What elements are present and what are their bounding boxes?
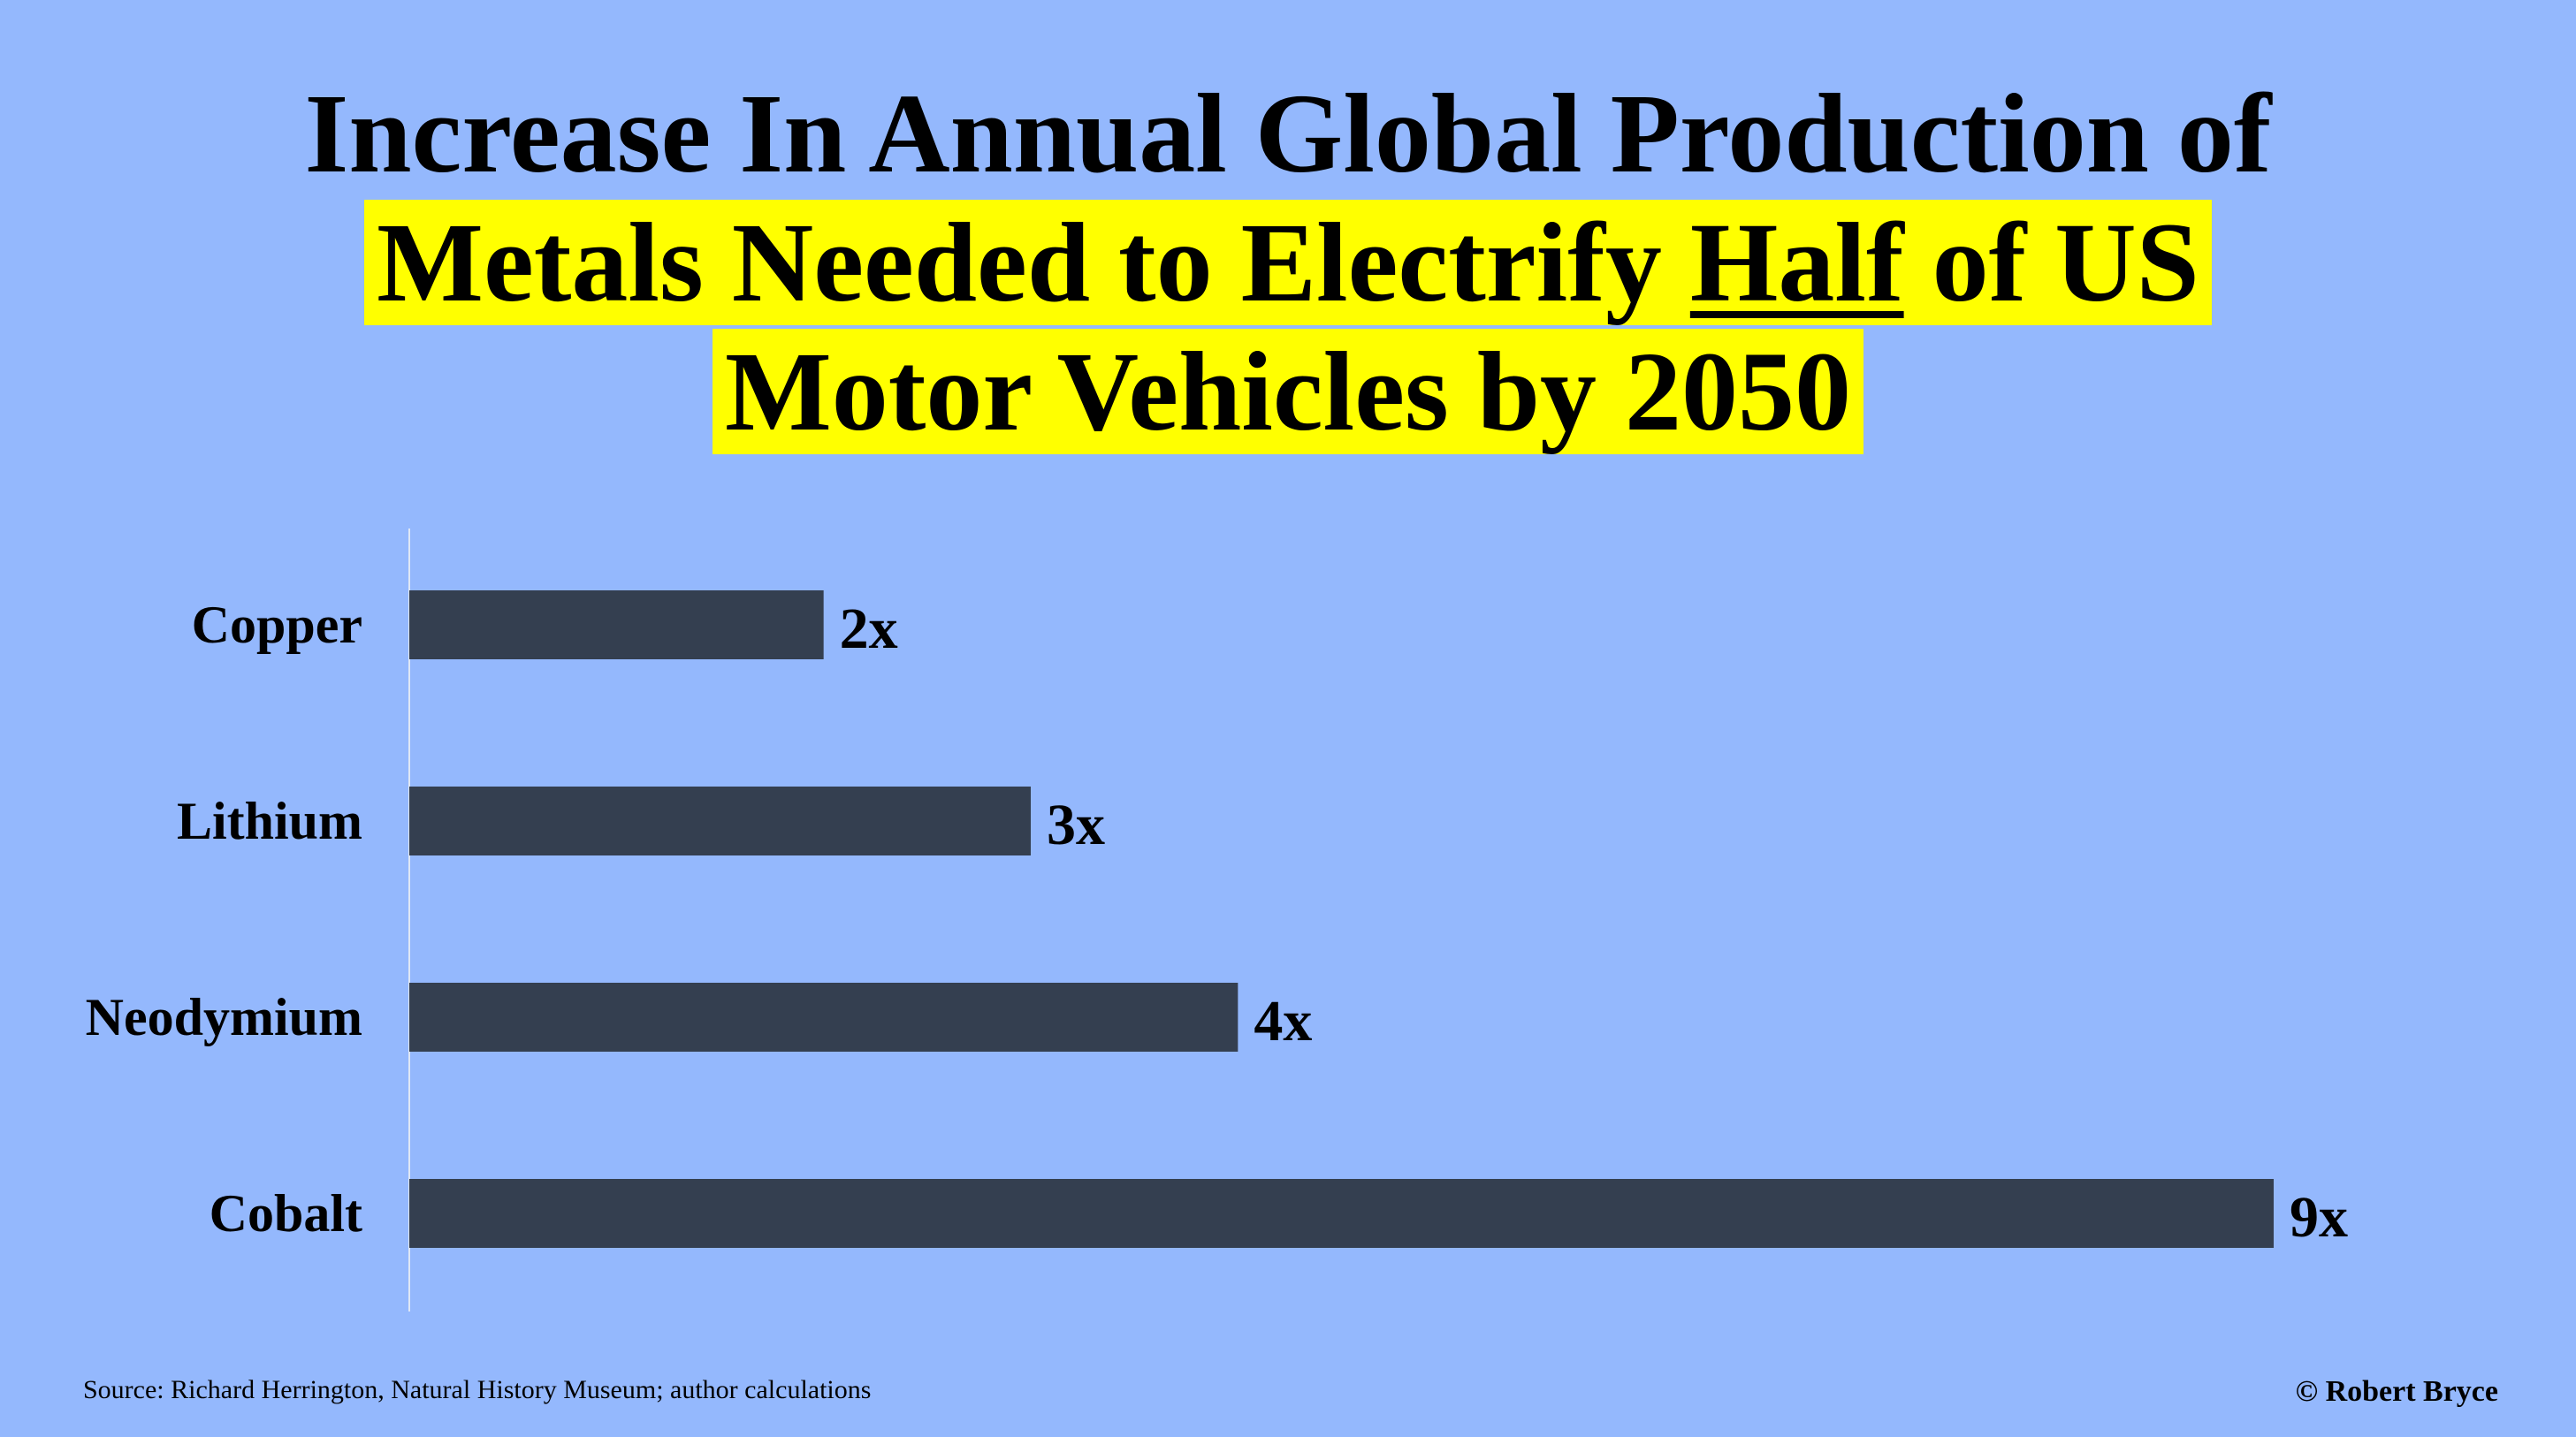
value-label-copper: 2x [840,597,898,661]
title-underlined-word: Half [1689,200,1904,325]
chart-title: Increase In Annual Global Production of … [0,69,2576,456]
bar-copper [409,590,824,659]
bar-lithium [409,787,1031,855]
title-line-2-start: Metals Needed to Electrify [377,200,1690,325]
category-label-copper: Copper [192,596,362,654]
bar-cobalt [409,1179,2274,1248]
value-label-lithium: 3x [1047,793,1105,857]
bar-neodymium [409,983,1238,1052]
category-label-lithium: Lithium [177,792,362,850]
title-line-1: Increase In Annual Global Production of [304,71,2272,196]
category-label-cobalt: Cobalt [210,1184,362,1243]
title-line-2: Metals Needed to Electrify Half of US [0,198,2576,327]
title-highlight-2: Metals Needed to Electrify Half of US [364,200,2212,325]
value-label-cobalt: 9x [2290,1185,2348,1250]
source-note: Source: Richard Herrington, Natural Hist… [83,1375,872,1404]
category-label-neodymium: Neodymium [86,988,362,1046]
title-highlight-3: Motor Vehicles by 2050 [712,329,1864,454]
value-label-neodymium: 4x [1254,989,1312,1053]
title-line-2-end: of US [1903,200,2199,325]
title-line-3: Motor Vehicles by 2050 [0,327,2576,456]
copyright-credit: © Robert Bryce [2295,1375,2498,1408]
